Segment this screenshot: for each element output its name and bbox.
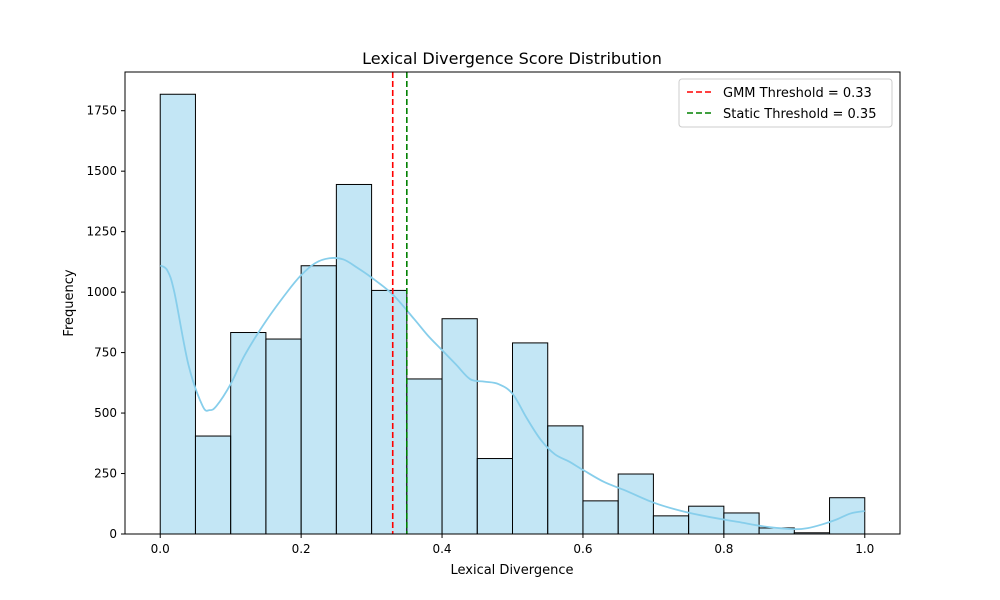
histogram-bar-1 xyxy=(194,435,232,535)
histogram-bar-14 xyxy=(652,515,690,535)
y-tick-label-2: 500 xyxy=(94,406,117,420)
x-tick-label-1: 0.2 xyxy=(292,542,311,556)
x-axis-label: Lexical Divergence xyxy=(450,563,573,578)
y-axis-ticks: 0 250 500 750 1000 1250 1500 1750 xyxy=(86,104,125,541)
chart-title: Lexical Divergence Score Distribution xyxy=(362,49,662,68)
histogram-bar-6 xyxy=(371,289,408,535)
histogram-bar-15 xyxy=(688,505,725,535)
legend-label-1: Static Threshold = 0.35 xyxy=(723,107,876,122)
x-tick-label-0: 0.0 xyxy=(151,542,170,556)
legend: GMM Threshold = 0.33 Static Threshold = 0… xyxy=(678,78,893,128)
kde-curve xyxy=(159,257,865,531)
histogram-bar-2 xyxy=(230,332,267,535)
histogram-bar-11 xyxy=(547,425,584,535)
histogram-bar-8 xyxy=(441,318,478,535)
histogram-bar-19 xyxy=(829,497,866,535)
y-tick-label-3: 750 xyxy=(94,346,117,360)
y-tick-label-5: 1250 xyxy=(86,225,117,239)
histogram-bar-12 xyxy=(582,500,619,535)
y-tick-label-4: 1000 xyxy=(86,285,117,299)
legend-label-0: GMM Threshold = 0.33 xyxy=(723,86,872,101)
histogram-bar-3 xyxy=(265,338,302,535)
histogram-bar-9 xyxy=(476,458,514,535)
y-tick-label-6: 1500 xyxy=(86,164,117,178)
histogram-bar-5 xyxy=(335,183,373,535)
y-axis-label: Frequency xyxy=(62,269,77,336)
histogram-bar-4 xyxy=(300,265,337,535)
threshold-lines xyxy=(391,72,408,534)
y-tick-label-7: 1750 xyxy=(86,104,117,118)
histogram-bar-13 xyxy=(617,473,654,535)
x-tick-label-5: 1.0 xyxy=(855,542,874,556)
y-tick-label-1: 250 xyxy=(94,467,117,481)
legend-box xyxy=(678,78,893,128)
histogram-bar-16 xyxy=(723,512,760,535)
histogram-bar-7 xyxy=(406,378,443,535)
plot-frame xyxy=(124,71,901,535)
x-tick-label-2: 0.4 xyxy=(432,542,451,556)
x-tick-label-3: 0.6 xyxy=(573,542,592,556)
histogram-bars xyxy=(159,93,866,535)
histogram-bar-10 xyxy=(512,342,549,535)
x-axis-ticks: 0.0 0.2 0.4 0.6 0.8 1.0 xyxy=(151,534,874,556)
x-tick-label-4: 0.8 xyxy=(714,542,733,556)
y-tick-label-0: 0 xyxy=(109,527,117,541)
